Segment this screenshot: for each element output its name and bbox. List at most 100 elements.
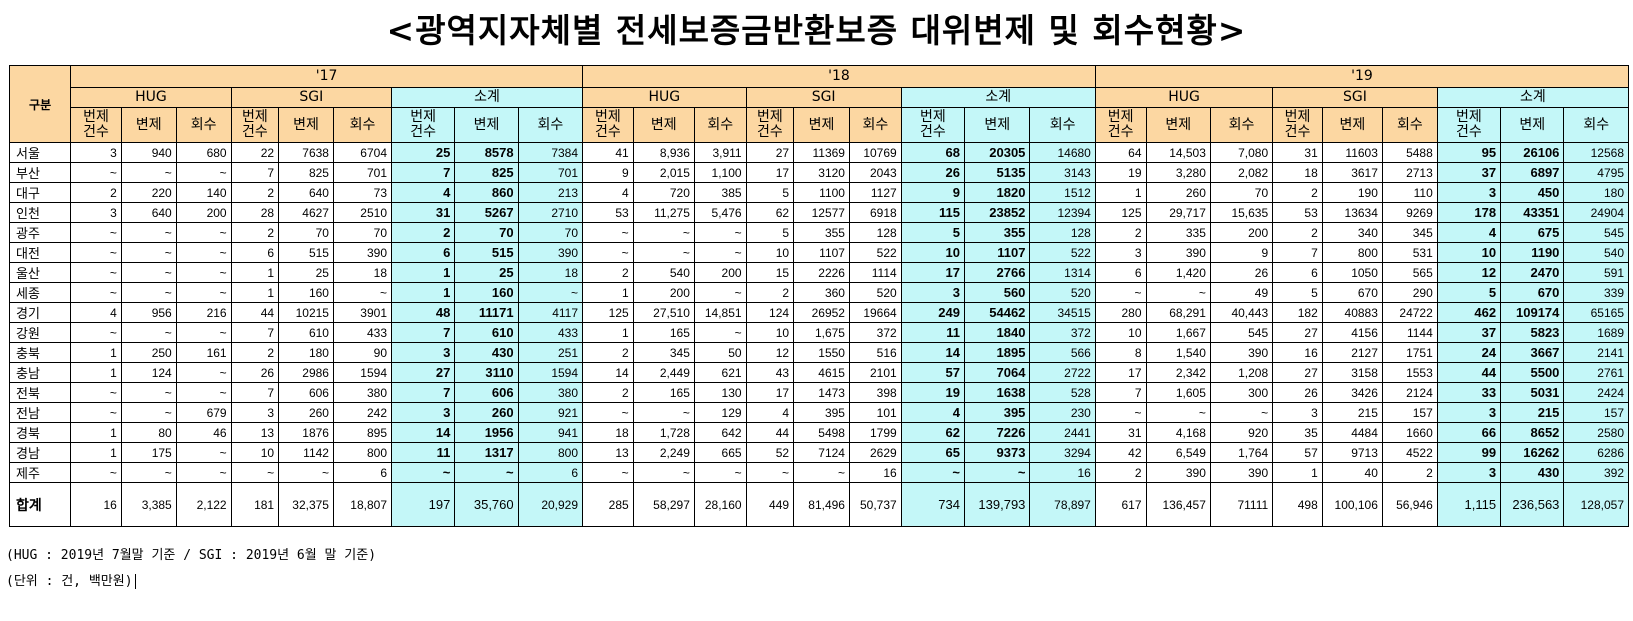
table-cell: 640 — [120, 202, 177, 223]
table-cell: ~ — [175, 282, 232, 303]
table-cell: 2,449 — [632, 362, 695, 383]
total-cell: 16 — [70, 482, 122, 527]
region-label: 강원 — [8, 322, 72, 343]
table-cell: 1,675 — [793, 322, 850, 343]
table-cell: 24 — [1436, 342, 1502, 363]
table-cell: 14 — [390, 422, 456, 443]
year-header: '19 — [1094, 65, 1630, 88]
table-cell: 390 — [517, 242, 584, 263]
table-cell: 1190 — [1500, 242, 1565, 263]
table-cell: 27 — [745, 142, 795, 163]
table-cell: 2101 — [848, 362, 902, 383]
total-cell: 3,385 — [120, 482, 177, 527]
table-cell: ~ — [454, 462, 519, 483]
table-cell: 3426 — [1321, 382, 1383, 403]
table-cell: 15,635 — [1209, 202, 1274, 223]
table-cell: 5488 — [1381, 142, 1438, 163]
column-header: 회수 — [693, 107, 747, 143]
table-cell: 2 — [1381, 462, 1438, 483]
table-cell: 124 — [745, 302, 795, 323]
column-header: 변제 — [1321, 107, 1383, 143]
table-cell: 2 — [230, 342, 280, 363]
table-cell: 2510 — [332, 202, 393, 223]
table-cell: 2710 — [517, 202, 584, 223]
table-cell: 10 — [745, 322, 795, 343]
table-cell: 3 — [390, 402, 456, 423]
table-cell: 1317 — [454, 442, 519, 463]
table-cell: 6897 — [1500, 162, 1565, 183]
table-cell: 390 — [1209, 342, 1274, 363]
table-cell: 2,015 — [632, 162, 695, 183]
table-cell: 2 — [1272, 182, 1323, 203]
table-cell: 940 — [120, 142, 177, 163]
table-cell: 4627 — [278, 202, 334, 223]
table-cell: 2470 — [1500, 262, 1565, 283]
table-cell: 1 — [582, 322, 634, 343]
table-cell: ~ — [632, 402, 695, 423]
group-header: 소계 — [900, 87, 1096, 108]
table-cell: 1550 — [793, 342, 850, 363]
table-cell: 1 — [70, 362, 122, 383]
table-cell: 3294 — [1029, 442, 1096, 463]
table-cell: 11369 — [793, 142, 850, 163]
table-cell: 3 — [1436, 402, 1502, 423]
table-cell: 17 — [1094, 362, 1147, 383]
total-cell: 28,160 — [693, 482, 747, 527]
table-cell: 12568 — [1563, 142, 1629, 163]
table-cell: 43351 — [1500, 202, 1565, 223]
table-cell: 2986 — [278, 362, 334, 383]
table-cell: 390 — [1209, 462, 1274, 483]
region-label: 전북 — [8, 382, 72, 403]
table-cell: 2127 — [1321, 342, 1383, 363]
table-cell: 200 — [1209, 222, 1274, 243]
unit-note: (단위 : 건, 백만원) — [6, 569, 376, 595]
table-cell: 2 — [582, 342, 634, 363]
table-cell: 610 — [278, 322, 334, 343]
table-cell: 13634 — [1321, 202, 1383, 223]
region-label: 울산 — [8, 262, 72, 283]
table-cell: 157 — [1381, 402, 1438, 423]
table-cell: 5 — [745, 182, 795, 203]
table-cell: 65165 — [1563, 302, 1629, 323]
table-cell: ~ — [632, 242, 695, 263]
table-cell: 35 — [1272, 422, 1323, 443]
table-cell: 14,851 — [693, 302, 747, 323]
table-cell: 220 — [120, 182, 177, 203]
table-cell: 6 — [230, 242, 280, 263]
table-cell: 25 — [454, 262, 519, 283]
table-cell: 9 — [900, 182, 966, 203]
table-cell: 1,100 — [693, 162, 747, 183]
table-cell: 41 — [582, 142, 634, 163]
table-cell: 180 — [1563, 182, 1629, 203]
table-cell: 99 — [1436, 442, 1502, 463]
table-cell: 3901 — [332, 302, 393, 323]
table-cell: 6918 — [848, 202, 902, 223]
table-cell: 1876 — [278, 422, 334, 443]
column-header: 변제 — [454, 107, 519, 143]
table-cell: 7384 — [517, 142, 584, 163]
table-cell: 4,168 — [1145, 422, 1211, 443]
region-label: 인천 — [8, 202, 72, 223]
total-cell: 71111 — [1209, 482, 1274, 527]
table-cell: 3 — [70, 142, 122, 163]
table-cell: 1895 — [963, 342, 1031, 363]
table-cell: 670 — [1500, 282, 1565, 303]
table-cell: 1,728 — [632, 422, 695, 443]
table-cell: 565 — [1381, 262, 1438, 283]
group-header: HUG — [1094, 87, 1274, 108]
table-cell: 6 — [390, 242, 456, 263]
table-cell: 215 — [1321, 402, 1383, 423]
total-cell: 181 — [230, 482, 280, 527]
year-header: '17 — [70, 65, 584, 88]
table-cell: 80 — [120, 422, 177, 443]
table-cell: 610 — [454, 322, 519, 343]
table-cell: 27 — [1272, 322, 1323, 343]
table-cell: 1 — [70, 422, 122, 443]
table-cell: 260 — [278, 402, 334, 423]
column-header: 번제 건수 — [900, 107, 966, 143]
table-cell: 242 — [332, 402, 393, 423]
table-cell: 1,208 — [1209, 362, 1274, 383]
table-cell: 522 — [1029, 242, 1096, 263]
table-cell: 7226 — [963, 422, 1031, 443]
table-cell: 1 — [390, 282, 456, 303]
